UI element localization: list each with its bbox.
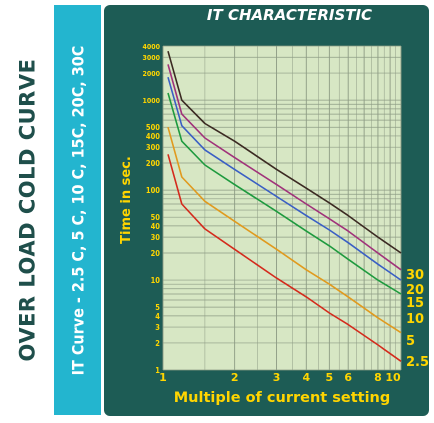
y-tick-label: 2000 [142,70,160,78]
y-tick-label: 200 [146,159,160,168]
x-tick-label: 4 [302,371,310,384]
series-label: 15 [406,296,424,311]
y-tick-label: 1 [155,366,160,375]
chart-title: IT CHARACTERISTIC [206,6,373,24]
series-line-5 [167,126,402,334]
y-tick-label: 4000 [142,43,160,51]
y-tick-label: 20 [151,249,161,258]
y-tick-label: 500 [146,123,160,132]
y-tick-label: 5 [155,303,160,312]
x-tick-label: 5 [326,371,334,384]
series-label: 2.5 [406,355,429,370]
y-axis-label: Time in sec. [119,156,134,244]
series-label: 5 [406,334,415,349]
curve-list-band: IT Curve - 2.5 C, 5 C, 10 C, 15C, 20C, 3… [54,5,101,415]
series-line-20 [167,64,402,271]
x-tick-label: 10 [385,371,401,384]
series-label: 30 [406,268,424,283]
y-tick-label: 100 [146,186,160,195]
y-tick-label: 300 [146,143,160,152]
series-label: 20 [406,283,424,298]
y-tick-label: 40 [151,222,161,231]
y-tick-label: 30 [151,233,161,242]
x-tick-label: 1 [159,371,167,384]
y-tick-label: 3000 [142,54,160,62]
y-tick-label: 50 [151,213,161,222]
y-tick-label: 4 [155,312,160,321]
y-tick-label: 400 [146,132,160,141]
y-tick-label: 1000 [142,97,160,105]
x-tick-label: 8 [374,371,382,384]
plot-area [163,46,401,370]
series-line-10 [167,92,402,295]
x-tick-label: 6 [344,371,352,384]
series-label: 10 [406,312,424,327]
series-line-2-5 [167,154,402,362]
y-tick-label: 10 [151,276,161,285]
x-tick-label: 3 [273,371,281,384]
x-tick-label: 2 [231,371,239,384]
y-tick-label: 2 [155,339,160,348]
y-tick-label: 3 [155,323,160,332]
series-line-15 [167,76,402,281]
x-axis-label: Multiple of current setting [174,390,391,406]
series-line-30 [167,50,402,254]
